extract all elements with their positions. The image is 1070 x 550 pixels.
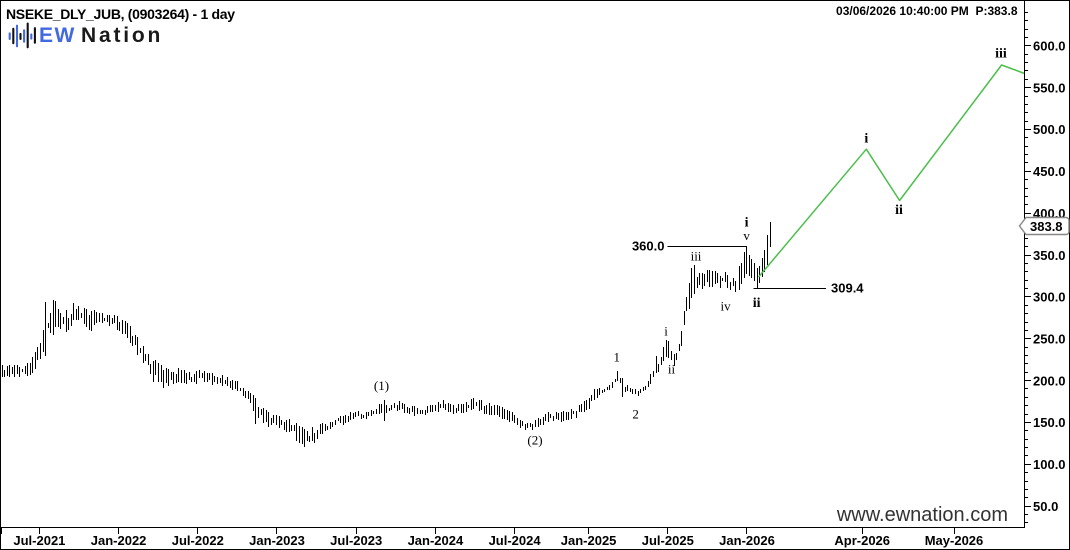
svg-text:i: i: [745, 216, 749, 231]
svg-text:NSEKE_DLY_JUB, (0903264) - 1 d: NSEKE_DLY_JUB, (0903264) - 1 day: [6, 6, 235, 22]
svg-text:300.0: 300.0: [1033, 290, 1066, 305]
svg-text:600.0: 600.0: [1033, 39, 1066, 54]
svg-text:Jul-2023: Jul-2023: [330, 533, 382, 548]
svg-text:550.0: 550.0: [1033, 80, 1066, 95]
svg-text:ii: ii: [753, 296, 761, 311]
svg-text:50.0: 50.0: [1033, 499, 1058, 514]
svg-text:2: 2: [632, 407, 639, 422]
svg-text:250.0: 250.0: [1033, 331, 1066, 346]
svg-text:www.ewnation.com: www.ewnation.com: [836, 504, 1008, 526]
svg-text:May-2026: May-2026: [925, 533, 984, 548]
svg-text:309.4: 309.4: [831, 281, 864, 296]
svg-text:v: v: [743, 228, 750, 243]
svg-text:350.0: 350.0: [1033, 248, 1066, 263]
svg-text:Apr-2026: Apr-2026: [834, 533, 890, 548]
svg-text:Jul-2024: Jul-2024: [489, 533, 542, 548]
svg-text:100.0: 100.0: [1033, 457, 1066, 472]
svg-text:i: i: [664, 324, 668, 339]
svg-text:360.0: 360.0: [632, 239, 665, 254]
svg-text:Jan-2022: Jan-2022: [91, 533, 147, 548]
svg-text:ii: ii: [895, 203, 903, 218]
svg-text:Jan-2023: Jan-2023: [249, 533, 305, 548]
svg-text:(1): (1): [374, 378, 389, 393]
svg-text:Jul-2022: Jul-2022: [172, 533, 224, 548]
svg-text:Jul-2025: Jul-2025: [642, 533, 694, 548]
svg-text:383.8: 383.8: [1030, 219, 1063, 234]
svg-text:450.0: 450.0: [1033, 164, 1066, 179]
svg-text:Jan-2024: Jan-2024: [408, 533, 464, 548]
svg-text:Nation: Nation: [81, 24, 163, 47]
svg-text:Jan-2026: Jan-2026: [719, 533, 775, 548]
svg-text:500.0: 500.0: [1033, 122, 1066, 137]
svg-text:(2): (2): [527, 433, 542, 448]
svg-text:iii: iii: [691, 249, 702, 264]
svg-text:iii: iii: [995, 47, 1007, 62]
svg-text:EW: EW: [39, 24, 76, 47]
svg-text:Jul-2021: Jul-2021: [13, 533, 65, 548]
svg-text:iv: iv: [721, 299, 732, 314]
svg-text:Jan-2025: Jan-2025: [561, 533, 617, 548]
svg-text:i: i: [864, 132, 868, 147]
svg-text:ii: ii: [668, 362, 676, 377]
svg-text:03/06/2026 10:40:00 PM P:383.: 03/06/2026 10:40:00 PM P:383.8: [836, 4, 1018, 18]
svg-text:150.0: 150.0: [1033, 415, 1066, 430]
svg-text:200.0: 200.0: [1033, 373, 1066, 388]
svg-text:1: 1: [614, 350, 621, 365]
